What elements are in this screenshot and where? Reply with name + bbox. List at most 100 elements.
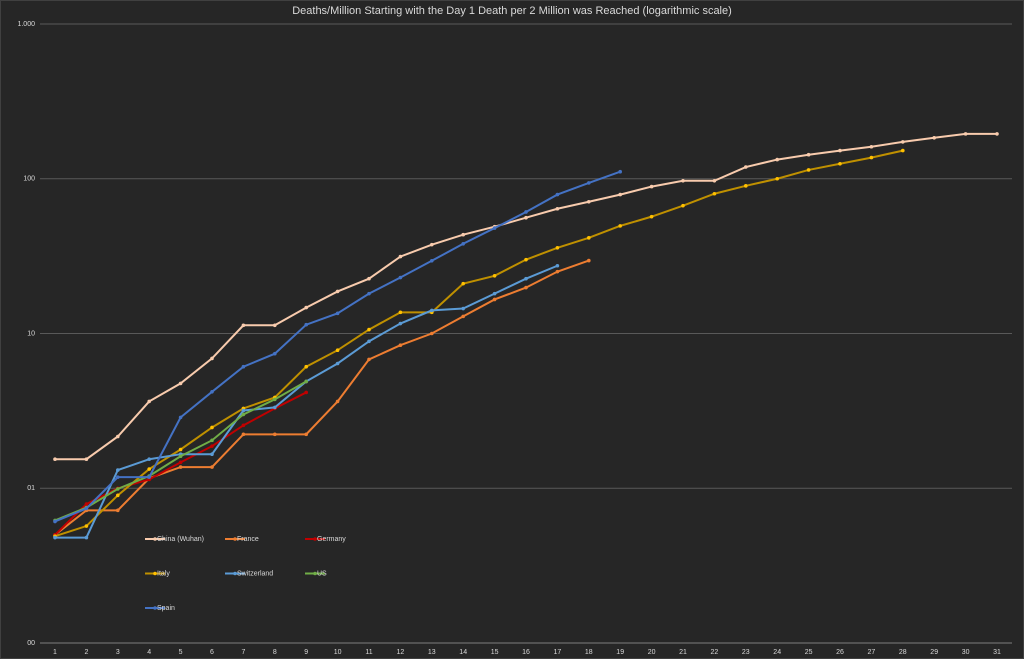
data-point bbox=[147, 467, 151, 471]
data-point bbox=[587, 181, 591, 185]
data-point bbox=[178, 447, 183, 452]
data-point bbox=[524, 257, 528, 262]
data-point bbox=[178, 460, 183, 465]
x-tick-label: 20 bbox=[648, 649, 656, 656]
data-point bbox=[555, 192, 560, 197]
data-point bbox=[461, 232, 466, 237]
data-point bbox=[461, 241, 466, 246]
data-point bbox=[210, 452, 214, 456]
legend-label: US bbox=[317, 570, 327, 577]
data-point bbox=[210, 444, 214, 448]
legend-marker bbox=[153, 571, 157, 576]
y-tick-label: 00 bbox=[27, 640, 35, 647]
data-point bbox=[367, 327, 371, 332]
data-point bbox=[587, 199, 591, 204]
legend-marker bbox=[153, 606, 157, 610]
x-tick-label: 31 bbox=[993, 649, 1001, 656]
data-point bbox=[775, 157, 779, 162]
data-point bbox=[398, 275, 403, 280]
data-point bbox=[335, 361, 340, 366]
x-tick-label: 2 bbox=[84, 649, 88, 656]
data-point bbox=[178, 381, 183, 386]
data-point bbox=[492, 297, 497, 302]
data-point bbox=[775, 176, 779, 181]
data-point bbox=[744, 165, 748, 169]
data-point bbox=[461, 281, 466, 286]
data-point bbox=[901, 140, 905, 144]
x-tick-label: 9 bbox=[304, 649, 308, 656]
data-point bbox=[524, 276, 528, 281]
data-point bbox=[367, 339, 371, 344]
data-point bbox=[116, 487, 120, 491]
data-point bbox=[587, 258, 591, 263]
x-tick-label: 15 bbox=[491, 649, 499, 656]
legend-label: China (Wuhan) bbox=[157, 536, 204, 543]
data-point bbox=[367, 291, 371, 296]
data-point bbox=[273, 397, 277, 402]
data-point bbox=[116, 468, 120, 472]
series-line bbox=[54, 259, 590, 536]
data-point bbox=[210, 356, 214, 361]
data-point bbox=[84, 502, 89, 506]
data-point bbox=[84, 506, 89, 511]
data-point bbox=[116, 493, 120, 498]
data-point bbox=[304, 390, 309, 395]
data-point bbox=[838, 161, 842, 166]
data-point bbox=[712, 191, 717, 196]
data-point bbox=[53, 519, 57, 524]
data-point bbox=[178, 415, 183, 420]
data-point bbox=[335, 348, 340, 352]
data-point bbox=[430, 308, 434, 313]
data-point bbox=[210, 465, 214, 469]
data-point bbox=[335, 399, 340, 404]
legend-label: France bbox=[237, 536, 259, 543]
x-tick-label: 3 bbox=[116, 649, 120, 656]
data-point bbox=[304, 305, 309, 310]
data-point bbox=[806, 152, 811, 157]
x-tick-label: 10 bbox=[334, 649, 342, 656]
data-point bbox=[147, 457, 151, 462]
data-point bbox=[555, 263, 560, 268]
data-point bbox=[241, 364, 246, 369]
data-point bbox=[273, 351, 277, 356]
data-point bbox=[116, 475, 120, 479]
x-tick-label: 29 bbox=[930, 649, 938, 656]
x-tick-label: 13 bbox=[428, 649, 436, 656]
data-point bbox=[241, 423, 246, 428]
data-point bbox=[241, 408, 246, 413]
y-tick-label: 01 bbox=[27, 485, 35, 492]
data-point bbox=[53, 535, 57, 540]
data-point bbox=[178, 465, 183, 469]
data-point bbox=[712, 178, 717, 183]
y-tick-label: 1.000 bbox=[17, 21, 35, 28]
data-point bbox=[492, 291, 497, 296]
x-tick-label: 30 bbox=[962, 649, 970, 656]
legend-label: Spain bbox=[157, 605, 175, 612]
data-point bbox=[901, 148, 905, 153]
legend-marker bbox=[313, 571, 317, 576]
data-point bbox=[84, 524, 89, 528]
x-tick-label: 19 bbox=[616, 649, 624, 656]
x-tick-label: 25 bbox=[805, 649, 813, 656]
data-point bbox=[147, 399, 151, 404]
data-point bbox=[398, 321, 403, 326]
data-point bbox=[963, 132, 968, 136]
data-point bbox=[932, 135, 936, 140]
data-point bbox=[241, 432, 246, 437]
data-point bbox=[178, 454, 183, 459]
data-point bbox=[838, 148, 842, 153]
data-point bbox=[335, 289, 340, 294]
data-point bbox=[273, 432, 277, 437]
legend-marker bbox=[233, 537, 237, 541]
data-point bbox=[241, 412, 246, 417]
x-tick-label: 4 bbox=[147, 649, 151, 656]
x-tick-label: 12 bbox=[397, 649, 405, 656]
x-tick-label: 16 bbox=[522, 649, 530, 656]
data-point bbox=[304, 364, 309, 369]
data-point bbox=[147, 475, 151, 479]
data-point bbox=[618, 224, 622, 228]
x-tick-label: 21 bbox=[679, 649, 687, 656]
data-point bbox=[430, 331, 434, 336]
